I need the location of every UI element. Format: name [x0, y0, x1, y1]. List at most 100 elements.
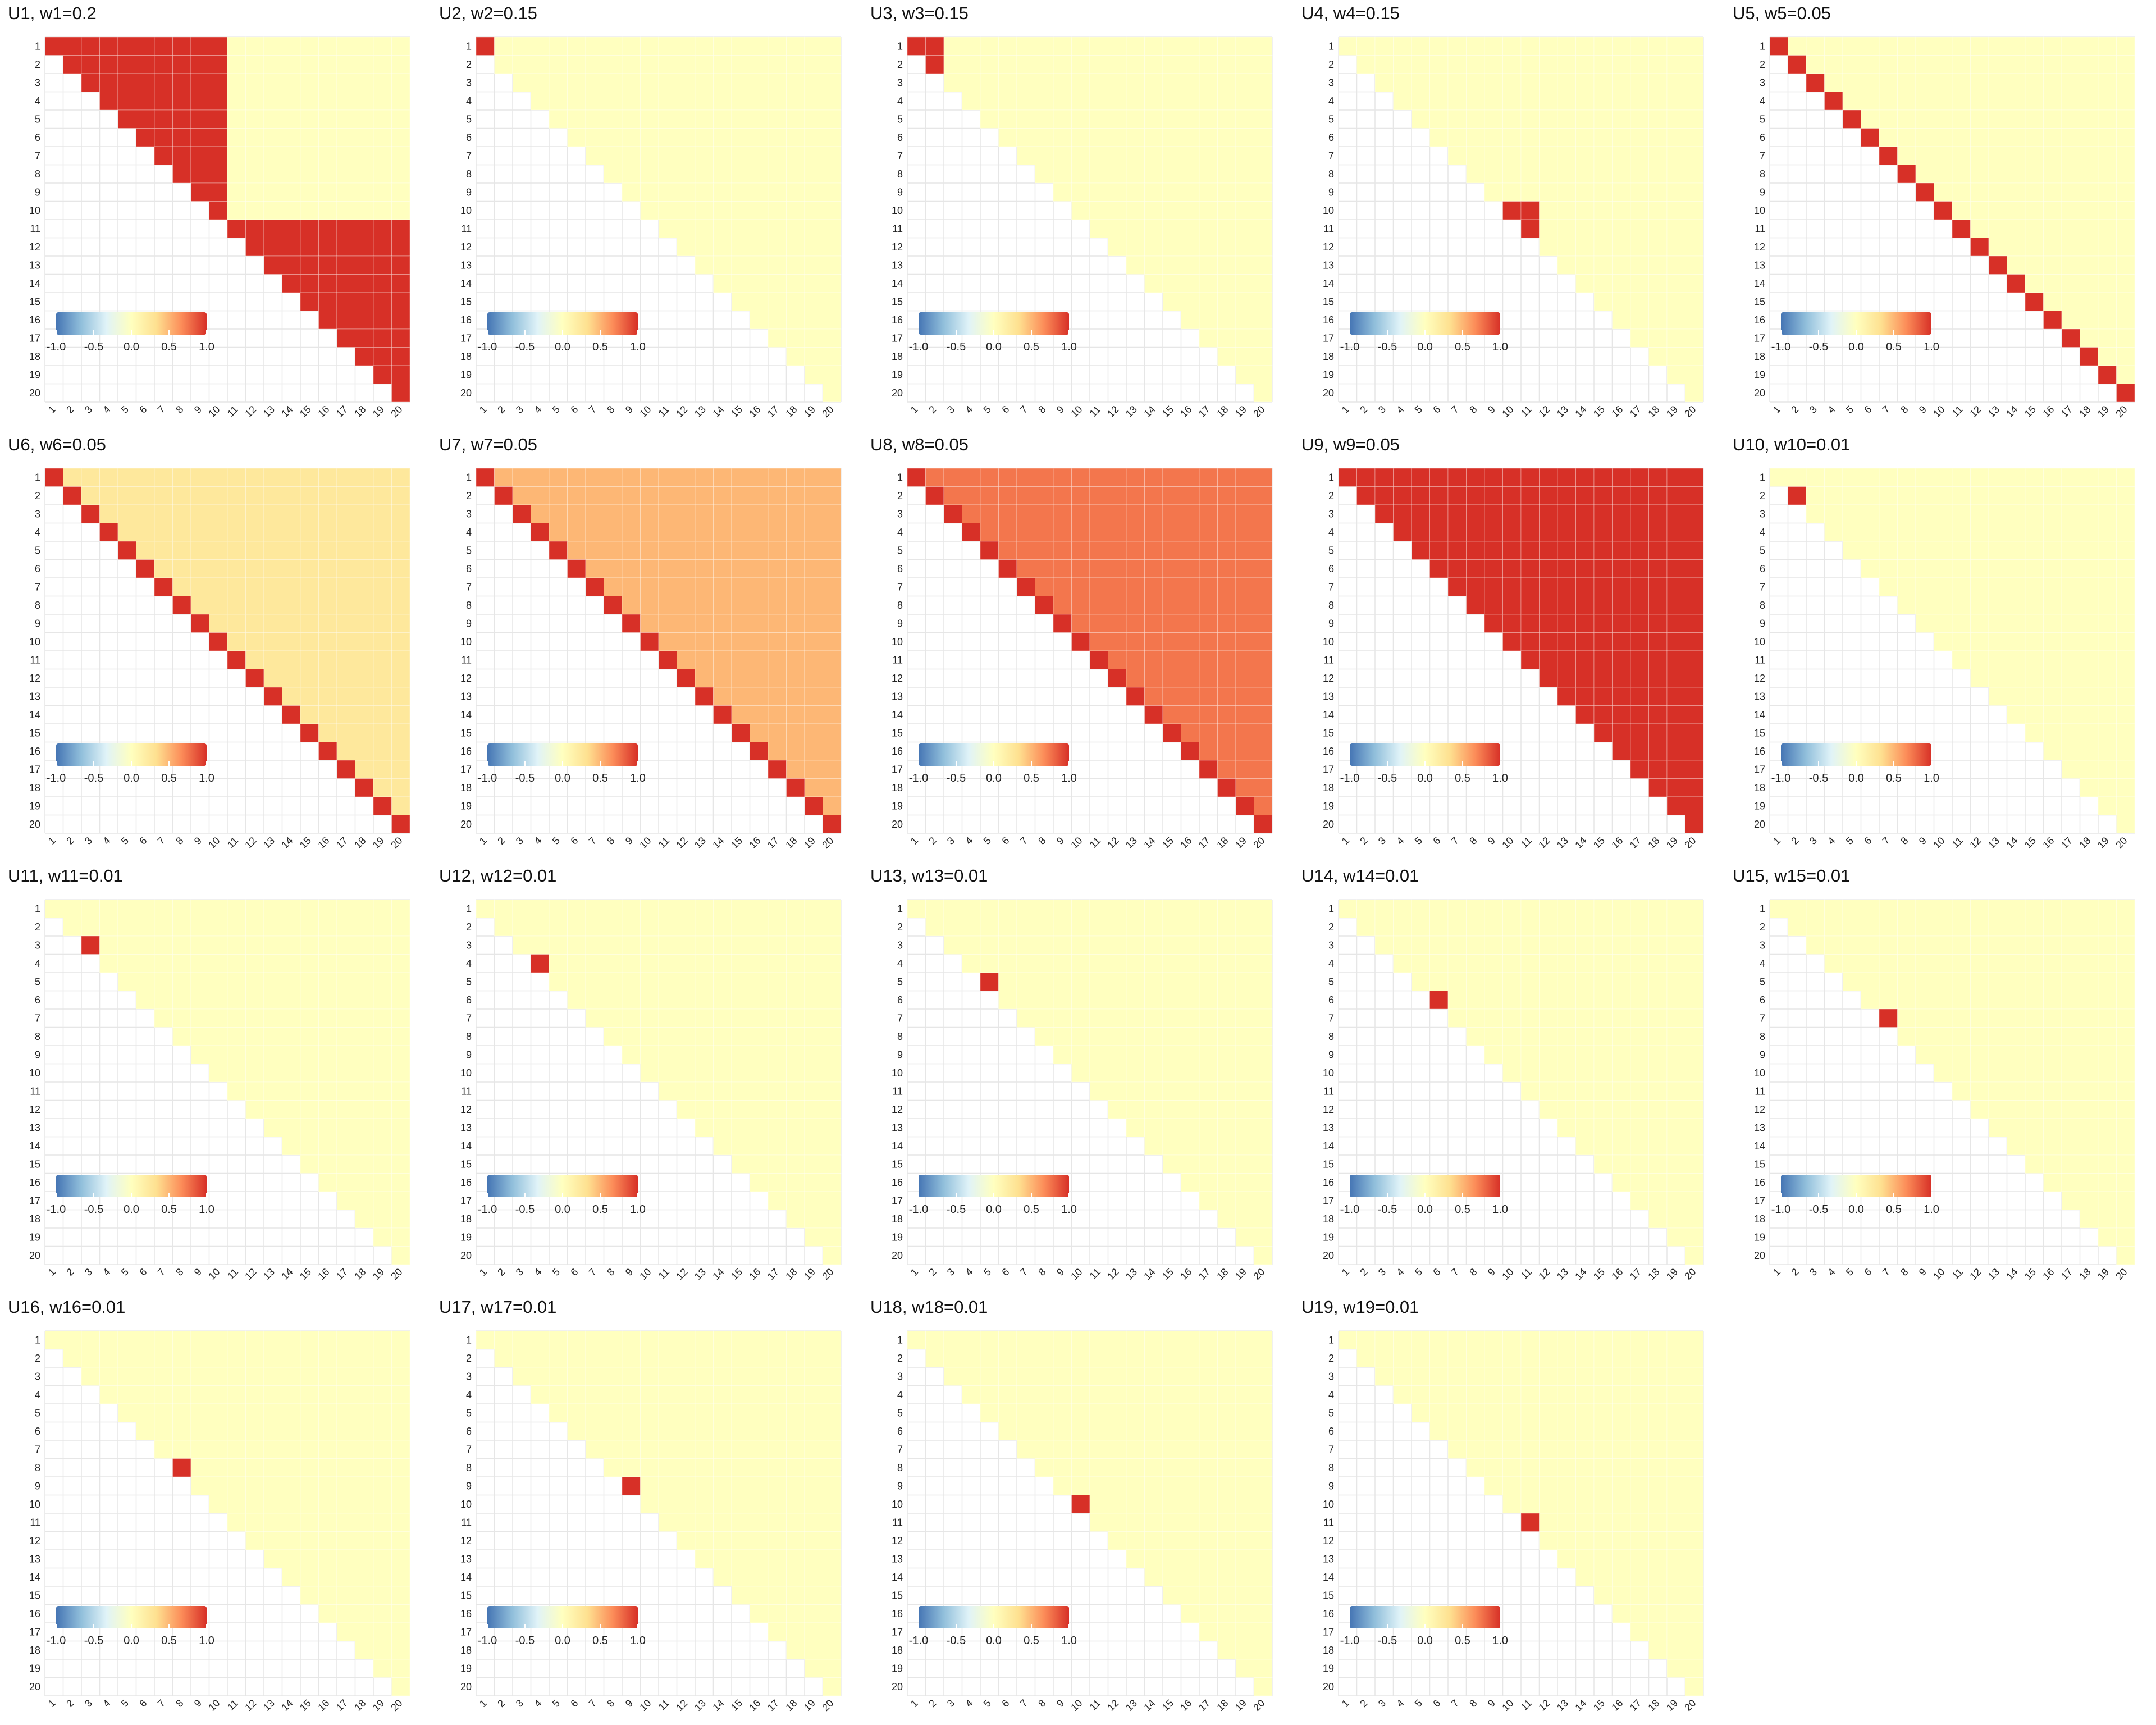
heatmap-cell [1539, 523, 1558, 542]
row-tick-label: 18 [1323, 351, 1334, 362]
row-tick-label: 1 [35, 40, 40, 52]
heatmap-cell [677, 1422, 696, 1441]
heatmap-cell [2098, 742, 2117, 761]
heatmap-cell [355, 918, 374, 937]
heatmap-cell [1235, 1495, 1254, 1514]
heatmap-cell [1254, 1476, 1273, 1495]
heatmap-cell [823, 1422, 842, 1441]
heatmap-cell [1199, 1458, 1218, 1477]
heatmap-cell [1181, 577, 1200, 596]
heatmap-cell [373, 311, 392, 330]
heatmap-cell [1254, 723, 1273, 742]
heatmap-cell [1557, 1027, 1576, 1046]
heatmap-cell [336, 328, 355, 348]
heatmap-cell [355, 55, 374, 74]
heatmap-cell [695, 954, 714, 973]
heatmap-cell [227, 559, 246, 578]
heatmap-cell [1235, 504, 1254, 523]
heatmap-cell [300, 1476, 319, 1495]
heatmap-cell [1126, 468, 1145, 487]
heatmap-cell [1053, 92, 1072, 111]
heatmap-cell [2080, 596, 2099, 615]
heatmap-cell [731, 650, 750, 669]
heatmap-cell [658, 468, 677, 487]
heatmap-cell [640, 1064, 659, 1083]
colorbar-tick-label: -0.5 [515, 341, 535, 353]
heatmap-cell [622, 935, 641, 955]
heatmap-cell [804, 1531, 823, 1550]
heatmap-cell [1952, 899, 1971, 918]
row-tick-label: 8 [1328, 1031, 1334, 1042]
heatmap-cell [209, 165, 228, 184]
heatmap-cell [1861, 972, 1880, 991]
heatmap-cell [1630, 311, 1649, 330]
col-tick-label: 9 [1486, 404, 1497, 416]
heatmap-cell [1466, 1367, 1485, 1386]
heatmap-cell [1915, 146, 1934, 165]
heatmap-cell [695, 468, 714, 487]
col-tick-label: 17 [334, 1266, 350, 1282]
heatmap-cell [1162, 1476, 1181, 1495]
heatmap-cell [373, 723, 392, 742]
row-tick-label: 5 [466, 976, 472, 987]
heatmap-cell [300, 614, 319, 633]
heatmap-cell [1934, 128, 1953, 147]
heatmap-cell [640, 55, 659, 74]
heatmap-cell [585, 109, 604, 129]
heatmap-cell [1016, 36, 1035, 56]
heatmap-cell [1162, 1458, 1181, 1477]
heatmap-cell [585, 935, 604, 955]
heatmap-cell [804, 1513, 823, 1532]
heatmap-cell [1557, 650, 1576, 669]
heatmap-cell [300, 128, 319, 147]
heatmap-cell [1126, 92, 1145, 111]
heatmap-cell [1557, 918, 1576, 937]
heatmap-cell [355, 723, 374, 742]
heatmap-cell [1016, 1349, 1035, 1368]
row-tick-label: 20 [892, 1250, 903, 1261]
heatmap-cell [768, 1476, 787, 1495]
heatmap-cell [1199, 1191, 1218, 1210]
heatmap-cell [998, 918, 1017, 937]
heatmap-cell [1053, 972, 1072, 991]
heatmap-cell [1575, 201, 1595, 220]
heatmap-cell [1035, 935, 1054, 955]
heatmap-cell [1612, 274, 1631, 293]
heatmap-cell [1557, 935, 1576, 955]
col-tick-label: 2 [495, 835, 507, 847]
col-tick-label: 3 [1376, 1266, 1388, 1278]
row-tick-label: 1 [897, 40, 903, 52]
heatmap-cell [1520, 55, 1540, 74]
heatmap-cell [677, 991, 696, 1010]
heatmap-cell [1235, 1659, 1254, 1678]
heatmap-cell [476, 1330, 495, 1349]
heatmap-cell [1254, 238, 1273, 257]
heatmap-cell [300, 486, 319, 505]
heatmap-cell [1539, 632, 1558, 651]
heatmap-cell [1685, 1027, 1704, 1046]
heatmap-cell [786, 1349, 805, 1368]
heatmap-cell [355, 760, 374, 779]
heatmap-cell [300, 991, 319, 1010]
heatmap-cell [1466, 972, 1485, 991]
heatmap-cell [604, 92, 623, 111]
heatmap-cell [1071, 146, 1090, 165]
heatmap-cell [658, 201, 677, 220]
heatmap-cell [1557, 219, 1576, 238]
heatmap-cell [2025, 918, 2044, 937]
heatmap-cell [786, 73, 805, 92]
heatmap-cell [1593, 1064, 1613, 1083]
heatmap-cell [823, 1027, 842, 1046]
col-tick-label: 19 [802, 1266, 817, 1282]
row-tick-label: 14 [892, 278, 903, 289]
heatmap-cell [136, 541, 155, 560]
heatmap-cell [190, 109, 209, 129]
row-tick-label: 19 [1754, 800, 1765, 811]
colorbar-tick-label: -0.5 [1809, 341, 1828, 353]
heatmap-cell [245, 1349, 264, 1368]
heatmap-cell [282, 935, 301, 955]
col-tick-label: 10 [1068, 835, 1084, 851]
heatmap-cell [823, 1330, 842, 1349]
heatmap-cell [1575, 935, 1595, 955]
